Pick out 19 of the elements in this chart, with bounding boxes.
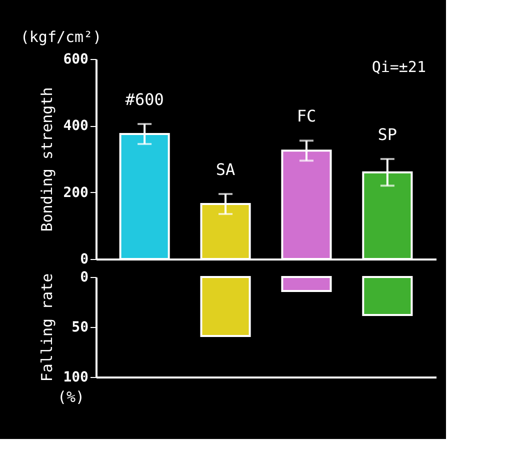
annotation: Qi=±21	[372, 58, 426, 76]
y-tick-label: 50	[72, 320, 88, 336]
bar	[281, 276, 332, 292]
x-tick-label: SA	[216, 160, 236, 179]
text: (%)	[57, 388, 85, 406]
bar	[362, 276, 413, 316]
x-tick-label: FC	[296, 106, 316, 126]
y-axis-title: Bonding strength	[38, 87, 56, 232]
y-tick-label: 100	[63, 370, 88, 386]
text: (kgf/cm²)	[20, 28, 102, 46]
y-tick-label: 600	[63, 52, 88, 68]
x-tick-label: #600	[125, 90, 164, 109]
y-axis-title: Falling rate	[38, 273, 56, 382]
x-tick-label: SP	[378, 125, 398, 144]
y-tick-label: 0	[80, 270, 88, 286]
y-tick-label: 400	[63, 118, 88, 134]
y-tick-label: 0	[80, 252, 88, 268]
y-tick-label: 200	[63, 184, 88, 201]
bar	[200, 276, 251, 337]
